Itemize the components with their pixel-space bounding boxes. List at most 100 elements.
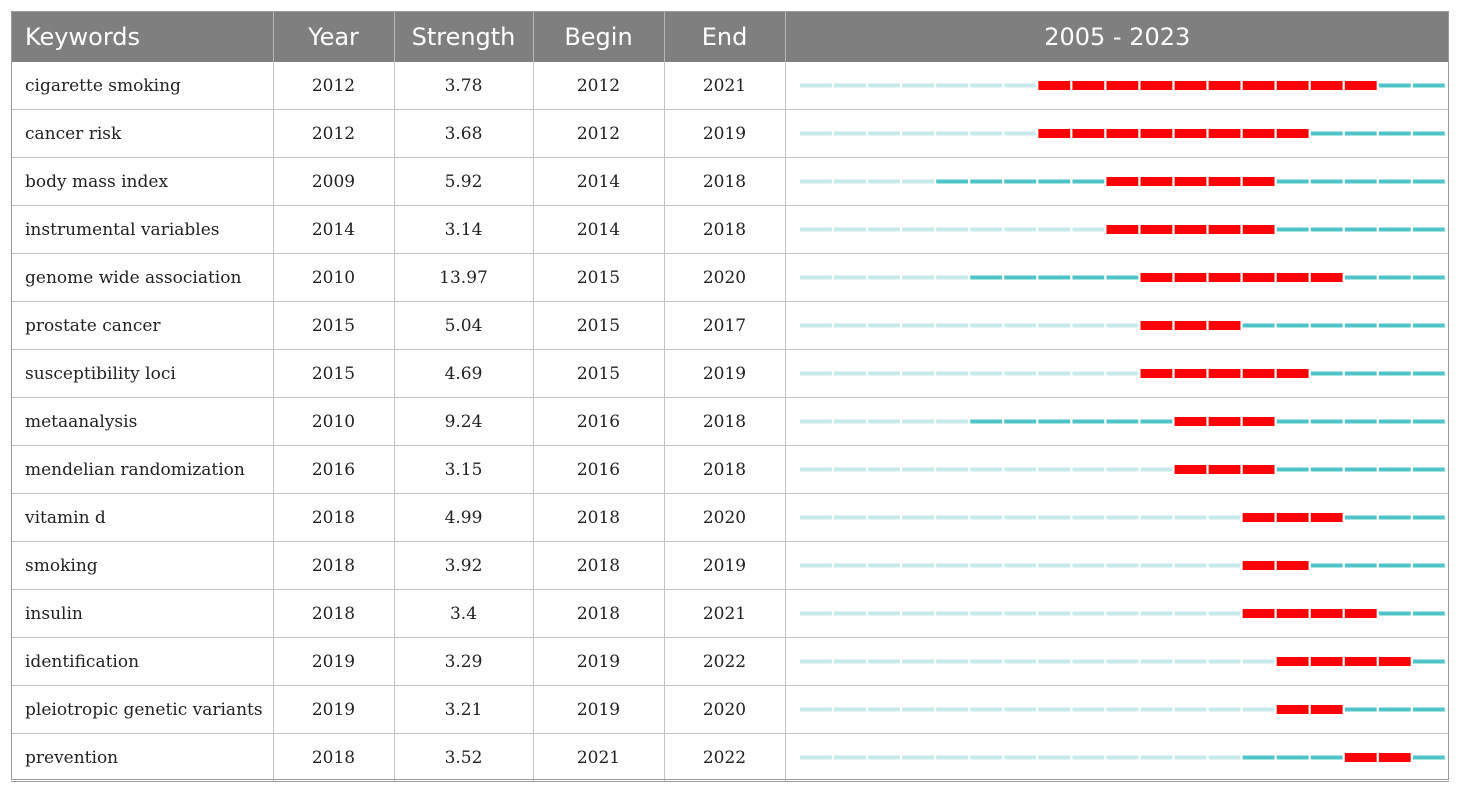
inactive-segment: [867, 131, 900, 136]
burst-segment: [1174, 81, 1206, 90]
burst-segment: [1310, 273, 1343, 282]
inactive-segment: [1140, 515, 1172, 520]
active-segment: [1276, 179, 1309, 184]
burst-segment: [1276, 81, 1309, 90]
keyword-cell: body mass index: [11, 157, 274, 206]
inactive-segment: [969, 131, 1002, 136]
active-segment: [1003, 179, 1036, 184]
inactive-segment: [935, 275, 968, 280]
inactive-segment: [799, 131, 832, 136]
inactive-segment: [1174, 563, 1206, 568]
begin-cell: 2015: [533, 301, 665, 350]
inactive-segment: [1208, 515, 1240, 520]
active-segment: [1344, 371, 1377, 376]
timeline-bars: [799, 753, 1445, 762]
inactive-segment: [867, 515, 900, 520]
active-segment: [1310, 563, 1343, 568]
active-segment: [1412, 755, 1445, 760]
inactive-segment: [1174, 515, 1206, 520]
table-row: pleiotropic genetic variants 2019 3.21 2019…: [11, 685, 1449, 734]
inactive-segment: [833, 131, 866, 136]
inactive-segment: [901, 659, 934, 664]
inactive-segment: [867, 179, 900, 184]
header-strength: Strength: [394, 11, 534, 62]
year-cell: 2019: [273, 685, 395, 734]
inactive-segment: [1140, 755, 1172, 760]
inactive-segment: [901, 755, 934, 760]
active-segment: [1276, 755, 1309, 760]
end-cell: 2022: [664, 733, 786, 782]
begin-cell: 2018: [533, 541, 665, 590]
active-segment: [1412, 275, 1445, 280]
inactive-segment: [1003, 515, 1036, 520]
active-segment: [1037, 419, 1070, 424]
keyword-cell: susceptibility loci: [11, 349, 274, 398]
active-segment: [1378, 707, 1411, 712]
burst-segment: [1242, 369, 1274, 378]
burst-segment: [1208, 177, 1240, 186]
timeline-cell: [785, 541, 1449, 590]
burst-segment: [1276, 129, 1309, 138]
begin-cell: 2014: [533, 157, 665, 206]
inactive-segment: [901, 419, 934, 424]
inactive-segment: [1003, 563, 1036, 568]
inactive-segment: [867, 755, 900, 760]
strength-cell: 4.99: [394, 493, 534, 542]
year-cell: 2018: [273, 541, 395, 590]
burst-segment: [1140, 129, 1172, 138]
inactive-segment: [1208, 707, 1240, 712]
inactive-segment: [1003, 323, 1036, 328]
inactive-segment: [935, 83, 968, 88]
inactive-segment: [969, 467, 1002, 472]
inactive-segment: [867, 371, 900, 376]
burst-segment: [1140, 177, 1172, 186]
timeline-cell: [785, 205, 1449, 254]
strength-cell: 9.24: [394, 397, 534, 446]
inactive-segment: [1105, 515, 1138, 520]
table-row: body mass index 2009 5.92 2014 2018: [11, 157, 1449, 206]
inactive-segment: [1037, 659, 1070, 664]
inactive-segment: [867, 323, 900, 328]
burst-segment: [1242, 81, 1274, 90]
inactive-segment: [833, 515, 866, 520]
end-cell: 2021: [664, 62, 786, 110]
year-cell: 2009: [273, 157, 395, 206]
burst-segment: [1242, 177, 1274, 186]
burst-segment: [1344, 753, 1377, 762]
burst-segment: [1071, 81, 1104, 90]
end-cell: 2021: [664, 589, 786, 638]
active-segment: [1003, 419, 1036, 424]
header-year-range: 2005 - 2023: [785, 11, 1449, 62]
timeline-cell: [785, 493, 1449, 542]
strength-cell: 3.14: [394, 205, 534, 254]
year-cell: 2012: [273, 109, 395, 158]
inactive-segment: [1071, 611, 1104, 616]
burst-segment: [1208, 225, 1240, 234]
active-segment: [1105, 419, 1138, 424]
inactive-segment: [799, 227, 832, 232]
burst-segment: [1105, 129, 1138, 138]
inactive-segment: [867, 707, 900, 712]
inactive-segment: [935, 419, 968, 424]
inactive-segment: [1105, 707, 1138, 712]
active-segment: [1378, 323, 1411, 328]
timeline-bars: [799, 657, 1445, 666]
burst-segment: [1140, 225, 1172, 234]
burst-segment: [1208, 417, 1240, 426]
inactive-segment: [799, 755, 832, 760]
active-segment: [1310, 323, 1343, 328]
inactive-segment: [969, 611, 1002, 616]
inactive-segment: [867, 467, 900, 472]
burst-segment: [1310, 81, 1343, 90]
active-segment: [1344, 707, 1377, 712]
inactive-segment: [1003, 467, 1036, 472]
inactive-segment: [935, 659, 968, 664]
active-segment: [1276, 323, 1309, 328]
timeline-cell: [785, 109, 1449, 158]
table-row: prostate cancer 2015 5.04 2015 2017: [11, 301, 1449, 350]
active-segment: [1140, 419, 1172, 424]
burst-segment: [1140, 273, 1172, 282]
burst-segment: [1037, 81, 1070, 90]
burst-segment: [1105, 225, 1138, 234]
timeline-bars: [799, 81, 1445, 90]
